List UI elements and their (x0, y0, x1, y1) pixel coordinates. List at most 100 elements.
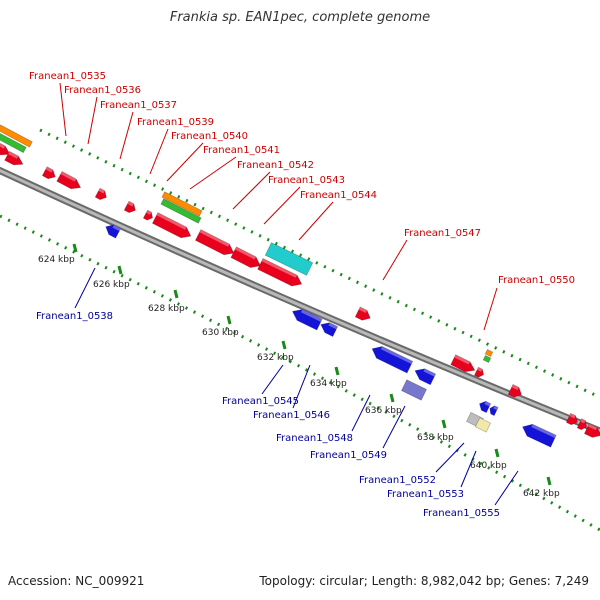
reverse-label-leader (435, 442, 465, 473)
reverse-gene-label[interactable]: Franean1_0553 (387, 489, 464, 500)
forward-gene-shape (94, 187, 107, 201)
reverse-gene[interactable] (477, 399, 492, 414)
tick-label: 630 kbp (202, 328, 239, 338)
forward-gene-shape (576, 418, 588, 431)
reverse-gene-label[interactable]: Franean1_0548 (276, 433, 353, 444)
reverse-gene-highlight (423, 368, 436, 377)
forward-gene[interactable] (450, 354, 477, 375)
forward-gene-highlight (580, 418, 586, 424)
forward-gene-highlight (7, 151, 19, 159)
genome-backbone (0, 168, 600, 433)
reverse-gene-label[interactable]: Franean1_0552 (359, 475, 436, 486)
major-tick (281, 340, 287, 350)
reverse-label-leader (494, 470, 519, 506)
green-feature[interactable] (160, 198, 202, 224)
green-feature-shape (160, 198, 202, 224)
tick-label: 638 kbp (417, 433, 454, 443)
forward-gene[interactable] (565, 412, 579, 426)
forward-label-leader (166, 142, 204, 182)
reverse-gene-shape (522, 423, 557, 448)
forward-gene-shape (151, 212, 192, 239)
forward-gene-shape (565, 412, 579, 426)
forward-gene-shape (507, 383, 522, 398)
forward-gene[interactable] (194, 229, 236, 259)
reverse-gene-shape (414, 368, 437, 386)
forward-gene[interactable] (151, 212, 193, 242)
forward-gene[interactable] (257, 257, 305, 290)
green-feature[interactable] (0, 128, 27, 154)
tick-label: 636 kbp (365, 406, 402, 416)
cyan-feature-shape (264, 242, 314, 276)
forward-gene[interactable] (94, 187, 109, 202)
forward-gene[interactable] (56, 170, 83, 193)
orange-feature-shape (161, 191, 203, 217)
forward-gene-highlight (98, 188, 105, 194)
reverse-gene[interactable] (412, 365, 437, 386)
reverse-gene[interactable] (290, 306, 323, 331)
forward-gene-shape (583, 423, 600, 438)
forward-gene-shape (354, 306, 371, 321)
orange-feature[interactable] (161, 191, 203, 217)
forward-gene-highlight (199, 229, 230, 247)
forward-gene-shape (4, 150, 24, 166)
orange-feature[interactable] (0, 124, 33, 148)
forward-gene[interactable] (142, 209, 154, 222)
major-tick (441, 419, 447, 429)
forward-gene-label[interactable]: Franean1_0541 (203, 145, 280, 156)
reverse-gene-label[interactable]: Franean1_0538 (36, 311, 113, 322)
forward-gene[interactable] (473, 366, 485, 379)
yellow-feature[interactable] (474, 417, 492, 433)
reverse-gene[interactable] (520, 421, 557, 448)
reverse-gene[interactable] (369, 343, 414, 374)
forward-gene-highlight (60, 171, 77, 182)
forward-gene[interactable] (4, 150, 26, 168)
major-tick (334, 366, 340, 376)
forward-gene[interactable] (123, 200, 138, 215)
forward-gene[interactable] (41, 166, 57, 181)
forward-gene-shape (41, 166, 56, 180)
reverse-gene[interactable] (488, 404, 499, 417)
major-tick (72, 243, 78, 253)
forward-gene-label[interactable]: Franean1_0547 (404, 228, 481, 239)
forward-gene-shape (56, 170, 82, 190)
reverse-gene-label[interactable]: Franean1_0555 (423, 508, 500, 519)
reverse-gene-shape (479, 400, 492, 414)
reverse-gene-label[interactable]: Franean1_0549 (310, 450, 387, 461)
forward-gene-label[interactable]: Franean1_0550 (498, 275, 575, 286)
reverse-gene-shape (291, 309, 323, 331)
forward-gene-label[interactable]: Franean1_0537 (100, 100, 177, 111)
forward-gene-label[interactable]: Franean1_0544 (300, 190, 377, 201)
tick-label: 626 kbp (93, 280, 130, 290)
orange-feature-shape (484, 348, 494, 358)
tick-label: 628 kbp (148, 304, 185, 314)
forward-gene-label[interactable]: Franean1_0540 (171, 131, 248, 142)
lavender-feature[interactable] (400, 379, 428, 401)
forward-label-leader (298, 201, 334, 241)
forward-gene[interactable] (583, 423, 600, 441)
reverse-gene[interactable] (318, 320, 339, 337)
forward-gene-highlight (454, 354, 471, 365)
forward-gene-highlight (587, 423, 598, 431)
forward-gene[interactable] (507, 383, 524, 399)
major-tick (117, 265, 123, 275)
forward-gene-label[interactable]: Franean1_0539 (137, 117, 214, 128)
forward-gene[interactable] (354, 306, 372, 323)
forward-gene[interactable] (576, 418, 588, 431)
cyan-feature[interactable] (264, 242, 314, 276)
forward-gene-label[interactable]: Franean1_0542 (237, 160, 314, 171)
forward-gene[interactable] (0, 140, 12, 158)
green-feature[interactable] (482, 354, 492, 364)
forward-gene-label[interactable]: Franean1_0543 (268, 175, 345, 186)
forward-gene-highlight (127, 201, 134, 207)
reverse-gene-highlight (112, 224, 121, 232)
reverse-gene-label[interactable]: Franean1_0546 (253, 410, 330, 421)
forward-gene-highlight (0, 141, 6, 149)
forward-gene-label[interactable]: Franean1_0536 (64, 85, 141, 96)
genome-stats-label: Topology: circular; Length: 8,982,042 bp… (259, 574, 589, 588)
reverse-gene-label[interactable]: Franean1_0545 (222, 396, 299, 407)
orange-feature[interactable] (484, 348, 494, 358)
reverse-gene[interactable] (103, 222, 122, 239)
forward-gene-label[interactable]: Franean1_0535 (29, 71, 106, 82)
forward-gene[interactable] (230, 246, 263, 271)
reverse-label-leader (382, 405, 406, 449)
